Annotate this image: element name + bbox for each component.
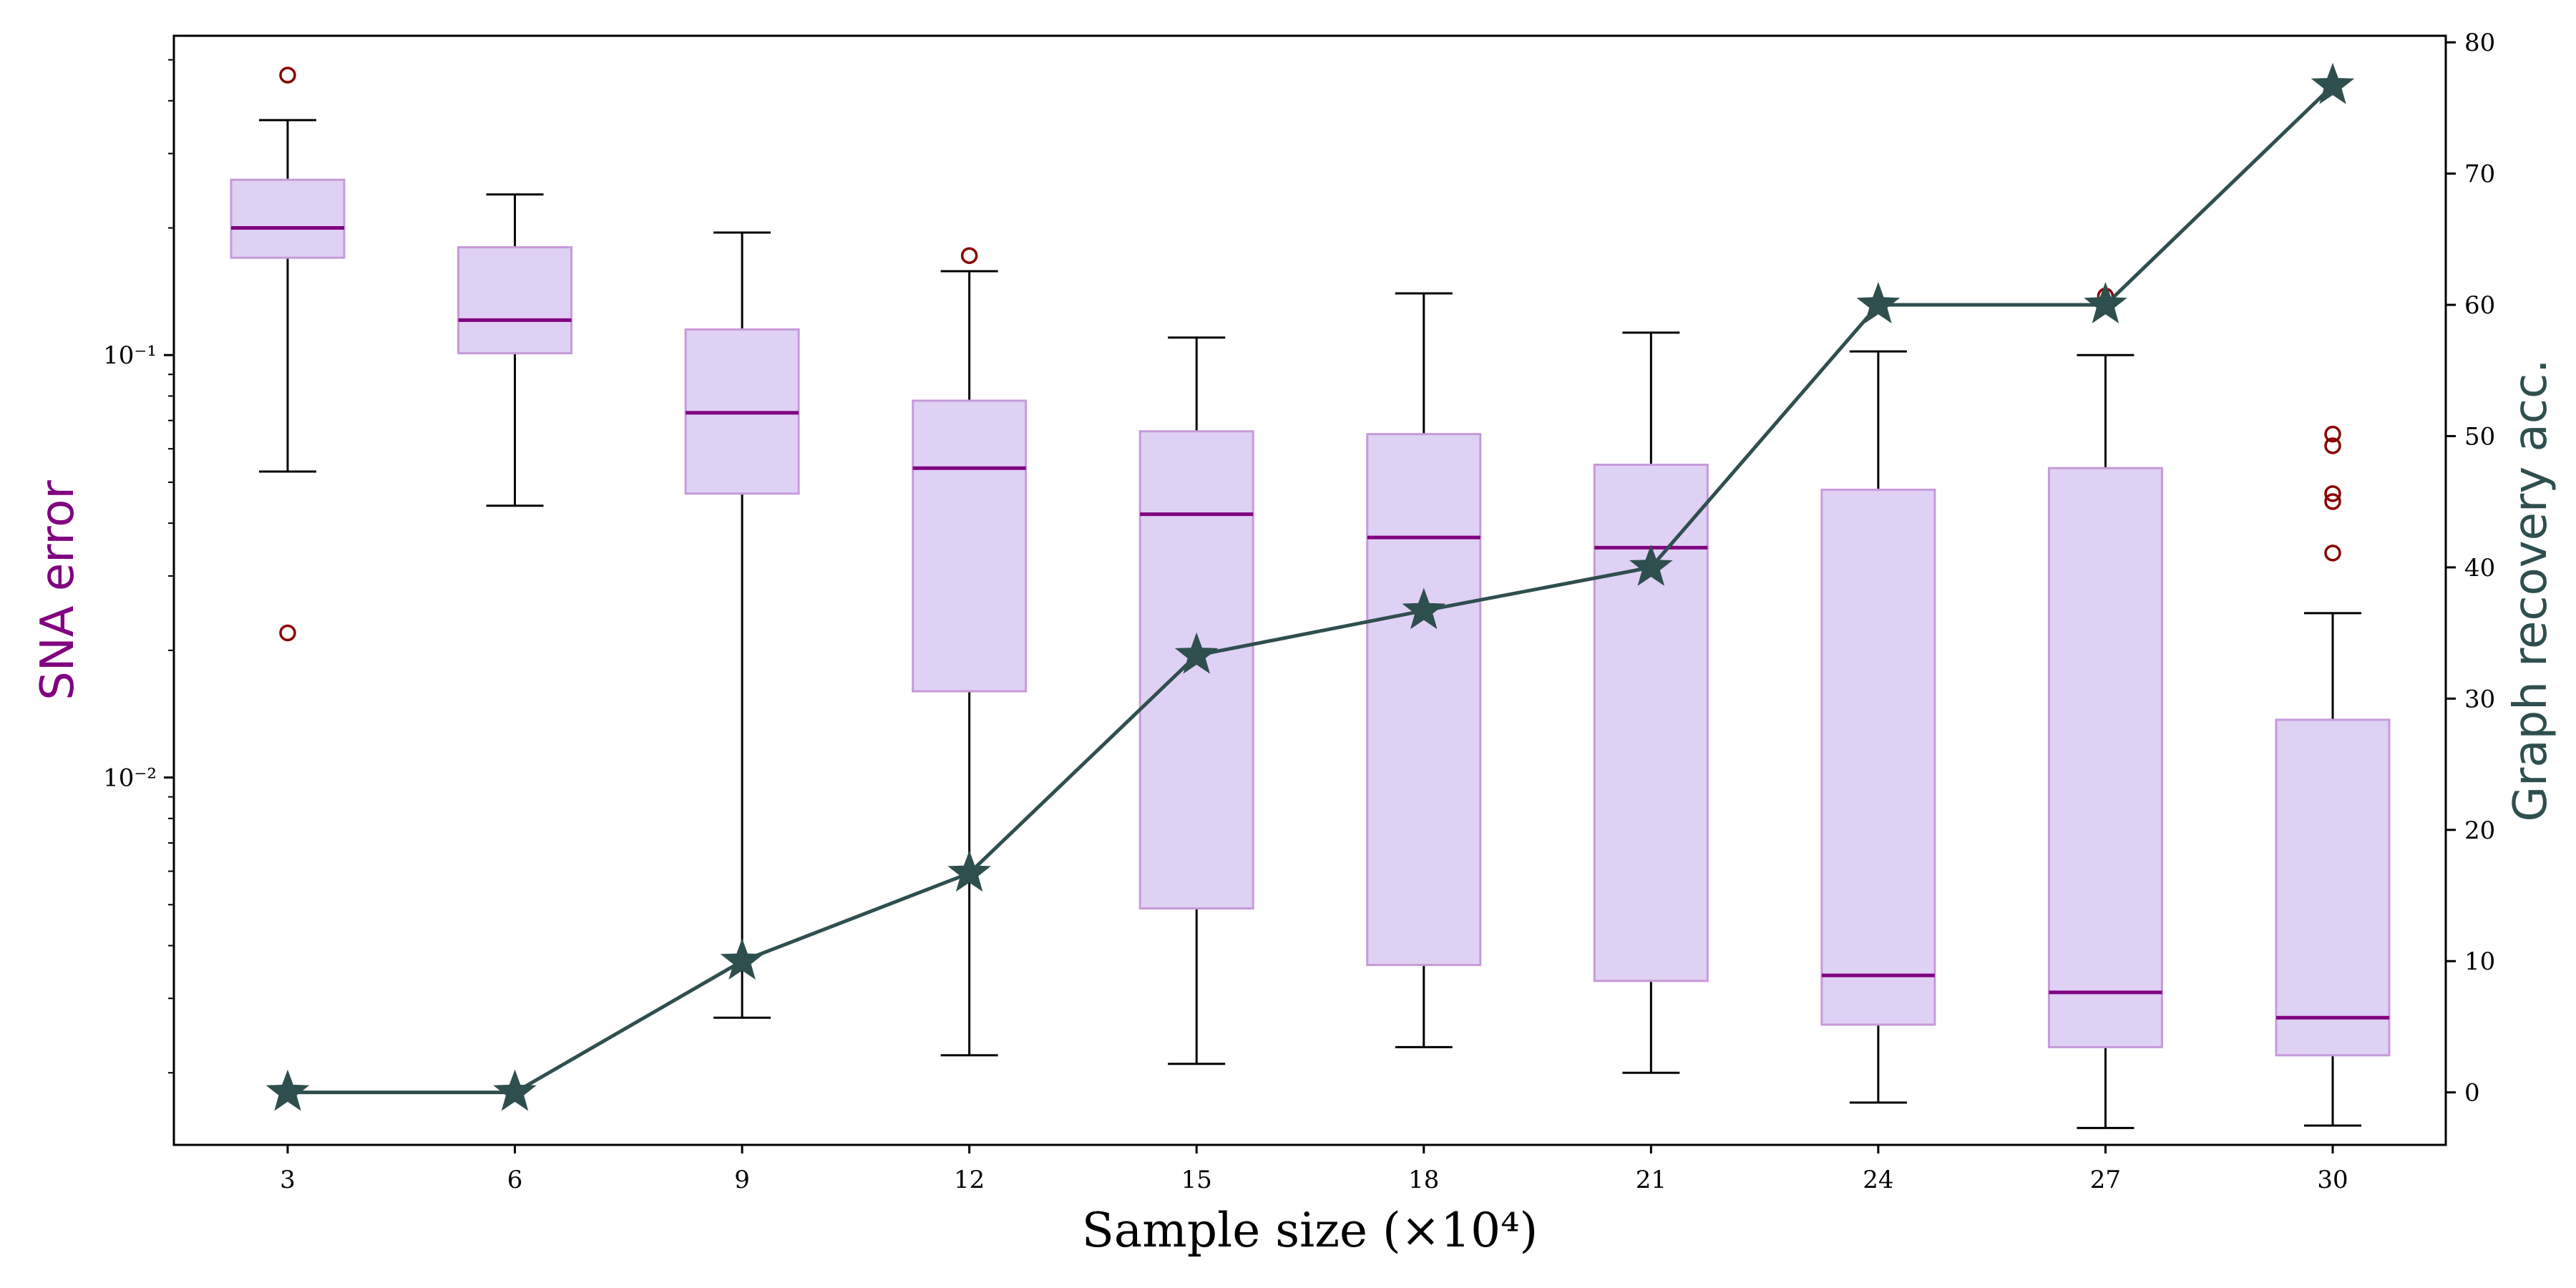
box-iqr (2275, 718, 2391, 1057)
chart-marks (230, 62, 2391, 1129)
y-right-tick-label: 70 (2464, 160, 2495, 189)
outlier-point (279, 624, 296, 642)
box-iqr (457, 246, 573, 355)
axis-ticks: 3 6 9 12 15 18 21 24 27 30 10⁻¹ 10⁻² 0 10 20 30 40 50 60 70… (103, 29, 2495, 1194)
x-tick-label: 12 (954, 1166, 985, 1194)
accuracy-star-marker (1629, 544, 1673, 586)
accuracy-star-marker (1856, 282, 1901, 323)
y-right-tick-label: 30 (2464, 685, 2495, 713)
box-iqr (1820, 488, 1936, 1026)
accuracy-line (288, 84, 2334, 1095)
x-tick-label: 15 (1181, 1166, 1212, 1194)
y-left-tick-label: 10⁻² (103, 764, 157, 793)
accuracy-star-marker (2311, 62, 2355, 104)
x-tick-label: 18 (1408, 1166, 1439, 1194)
y-right-tick-label: 0 (2464, 1079, 2480, 1108)
outlier-point (960, 247, 978, 264)
y-right-tick-label: 40 (2464, 554, 2495, 582)
accuracy-star-marker (720, 938, 764, 980)
x-tick-label: 30 (2317, 1166, 2348, 1194)
y-axis-left-title: SNA error (31, 480, 84, 701)
outlier-point (2324, 425, 2341, 443)
accuracy-star-marker (2084, 282, 2127, 323)
y-left-tick-label: 10⁻¹ (103, 341, 157, 370)
x-tick-label: 9 (734, 1166, 750, 1194)
accuracy-star-marker (1402, 587, 1446, 630)
box-iqr (1593, 464, 1709, 982)
outlier-point (2324, 437, 2341, 454)
box-iqr (912, 399, 1028, 693)
y-axis-right-title: Graph recovery acc. (2504, 359, 2557, 822)
outlier-point (2324, 485, 2341, 502)
x-tick-label: 24 (1863, 1166, 1893, 1194)
box-iqr (2047, 467, 2163, 1048)
x-tick-label: 3 (280, 1166, 296, 1194)
y-right-tick-label: 20 (2464, 816, 2495, 845)
accuracy-star-marker (493, 1069, 537, 1111)
outlier-point (2324, 545, 2341, 562)
accuracy-star-marker (947, 850, 991, 892)
y-right-tick-label: 80 (2464, 29, 2495, 57)
box-iqr (230, 178, 346, 259)
outlier-point (2324, 493, 2341, 510)
y-right-tick-label: 60 (2464, 291, 2495, 320)
x-tick-label: 21 (1636, 1166, 1667, 1194)
accuracy-star-marker (265, 1069, 310, 1111)
box-iqr (1138, 430, 1254, 909)
x-axis-title: Sample size (×10⁴) (1082, 1203, 1538, 1258)
x-tick-label: 6 (507, 1166, 523, 1194)
y-right-tick-label: 50 (2464, 422, 2495, 451)
accuracy-star-marker (1174, 632, 1219, 674)
plot-frame (172, 34, 2447, 1146)
y-right-tick-label: 10 (2464, 947, 2495, 976)
outlier-point (279, 67, 296, 84)
x-tick-label: 27 (2090, 1166, 2121, 1194)
box-iqr (1366, 433, 1482, 967)
